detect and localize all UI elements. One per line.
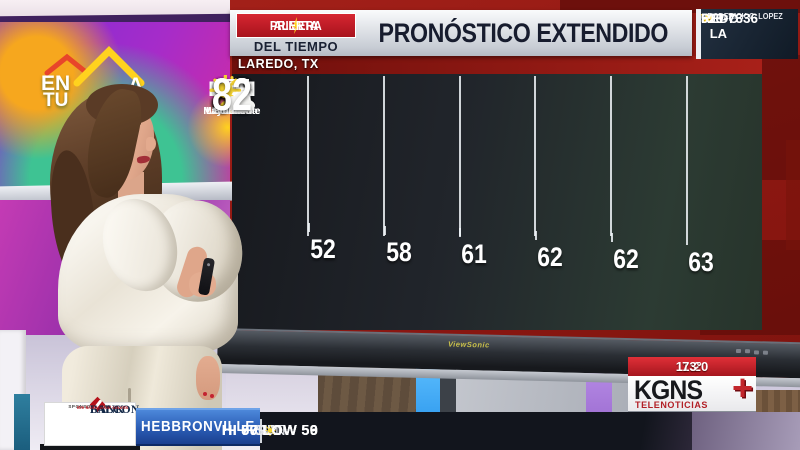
forecast-banner: PRIMERA ALERTA DEL TIEMPO PRONÓSTICO EXT… — [230, 10, 692, 56]
sun-icon: ☀ — [263, 422, 277, 440]
wall-strip-behind-location — [232, 56, 762, 74]
column-divider — [686, 76, 688, 236]
ticker-day: SAT — [255, 423, 285, 439]
ticker-hi-low: HI 79 LOW 56 — [221, 423, 319, 439]
show-logo-text: TU — [43, 90, 69, 111]
attorney-ad-card: RODERICK C. LOPEZ 956-LA W REDO 529-7336 — [696, 9, 798, 59]
left-monitor-top-wall — [0, 0, 230, 17]
station-logo: KGNS + TELENOTICIAS — [628, 367, 756, 413]
show-logo-roofs-icon — [44, 46, 145, 87]
ticker-hi-low: HI 90 LOW 59 — [221, 423, 319, 439]
monitor-brand-label: ViewSonic — [447, 339, 490, 350]
column-divider — [610, 76, 612, 236]
weather-ticker: FRI ☀ HI 90 LOW 59 SAT ☀ HI 87 LOW 50 SU… — [222, 412, 692, 450]
station-bug: 11:20 73° KGNS + TELENOTICIAS — [628, 357, 756, 415]
clicker-button — [206, 262, 211, 267]
ticker-day: FRI — [257, 423, 283, 439]
current-temp: 73° — [682, 359, 702, 374]
wall-block — [786, 140, 800, 250]
time-temp-bar: 11:20 73° — [628, 357, 756, 376]
high-temp: 82 — [211, 69, 253, 120]
day-underline — [215, 79, 249, 81]
city-banner: HEBBRONVILLE — [136, 408, 260, 444]
forecast-grid: SAB Luna Llena 4:02AM Soleado 86 DOM Sol… — [204, 72, 762, 330]
bottom-right-wall — [692, 412, 800, 450]
sponsor-card: SPONSORED BY FALCON BANK We know what co… — [44, 402, 139, 446]
column-divider — [459, 76, 461, 236]
sponsor-tagline: We know what counts — [76, 405, 129, 411]
attorney-phone-number: 529-7336 — [701, 11, 759, 26]
column-divider — [383, 76, 385, 236]
lightning-bolt-icon — [292, 17, 300, 34]
banner-title: PRONÓSTICO EXTENDIDO — [378, 17, 668, 48]
current-time: 11:20 — [675, 359, 709, 374]
ticker-divider — [260, 419, 262, 443]
presenter-hand — [196, 356, 220, 400]
plus-icon: + — [731, 367, 753, 408]
sun-icon: ☀ — [263, 422, 277, 440]
primera-alerta-logo: PRIMERA ALERTA — [236, 13, 356, 38]
alerta-label: ALERTA — [273, 18, 319, 33]
station-subtitle: TELENOTICIAS — [635, 400, 709, 411]
sun-icon: ☀ — [263, 422, 277, 440]
presenter-nails — [203, 392, 207, 396]
presenter-nose — [146, 137, 156, 151]
attorney-name: RODERICK C. LOPEZ — [707, 12, 783, 21]
station-callsign: KGNS — [634, 375, 703, 405]
ticker-day: SUN — [253, 423, 287, 439]
del-tiempo-label: DEL TIEMPO — [253, 39, 339, 54]
show-logo-text: EN — [41, 72, 71, 95]
ticker-hi-low: HI 87 LOW 50 — [221, 423, 319, 439]
left-teal-strip — [14, 394, 30, 450]
column-divider — [307, 76, 309, 236]
sun-cloud-icon — [209, 75, 255, 113]
column-divider — [534, 76, 536, 236]
sponsor-card-shadow — [40, 444, 140, 450]
monitor-buttons — [735, 348, 742, 354]
location-label: LAREDO, TX — [238, 57, 319, 71]
